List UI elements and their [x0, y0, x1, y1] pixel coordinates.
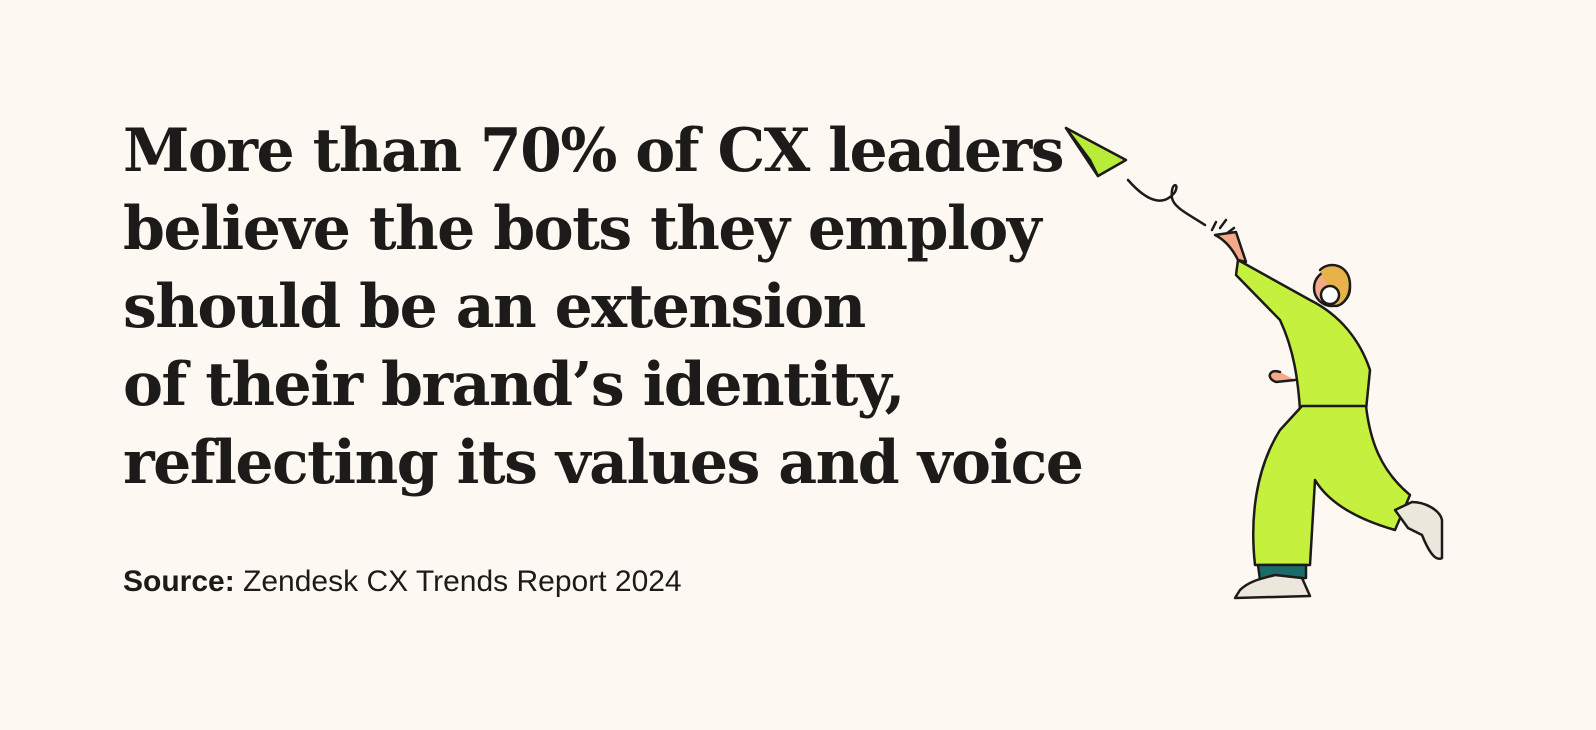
person [1210, 218, 1444, 600]
paper-plane [1064, 126, 1128, 178]
headline-line: of their brand’s identity, [123, 350, 905, 420]
headline-line: reflecting its values and voice [123, 428, 1084, 498]
flight-trail [1126, 178, 1207, 227]
source-label: Source: [123, 565, 235, 598]
source-text: Zendesk CX Trends Report 2024 [243, 565, 682, 598]
illustration [1064, 126, 1444, 600]
headline-line: should be an extension [123, 272, 866, 342]
headline-line: believe the bots they employ [123, 194, 1042, 264]
source: Source: Zendesk CX Trends Report 2024 [123, 565, 682, 599]
headline: More than 70% of CX leaders believe the … [123, 112, 1084, 502]
headline-line: More than 70% of CX leaders [123, 116, 1065, 186]
